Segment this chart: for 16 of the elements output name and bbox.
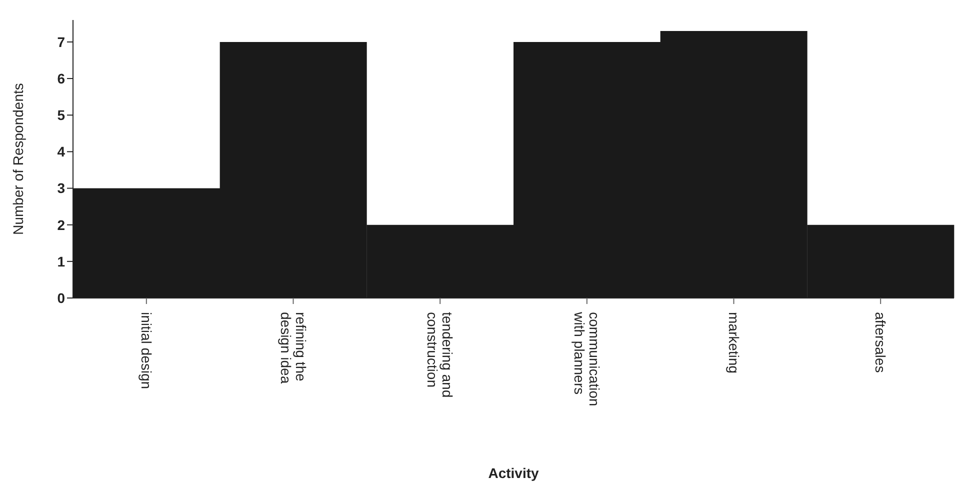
y-tick-label: 4	[57, 144, 66, 160]
x-tick-label: aftersales	[872, 312, 889, 373]
x-tick-label: communication with planners	[571, 311, 602, 406]
y-tick-label: 7	[57, 34, 66, 50]
x-tick-label: initial design	[138, 312, 154, 390]
y-tick-label: 6	[57, 70, 66, 86]
y-tick-label: 0	[57, 290, 66, 306]
y-tick-label: 5	[57, 107, 66, 124]
y-tick-label: 1	[57, 253, 66, 270]
y-tick-label: 3	[57, 180, 66, 196]
x-tick-label: tendering and construction	[424, 312, 456, 398]
x-tick-label: marketing	[726, 312, 742, 374]
x-tick-label: refining the design idea	[278, 312, 309, 384]
y-axis-title: Number of Respondents	[10, 83, 26, 235]
y-tick-label: 2	[57, 216, 66, 233]
x-axis-title: Activity	[488, 465, 539, 481]
